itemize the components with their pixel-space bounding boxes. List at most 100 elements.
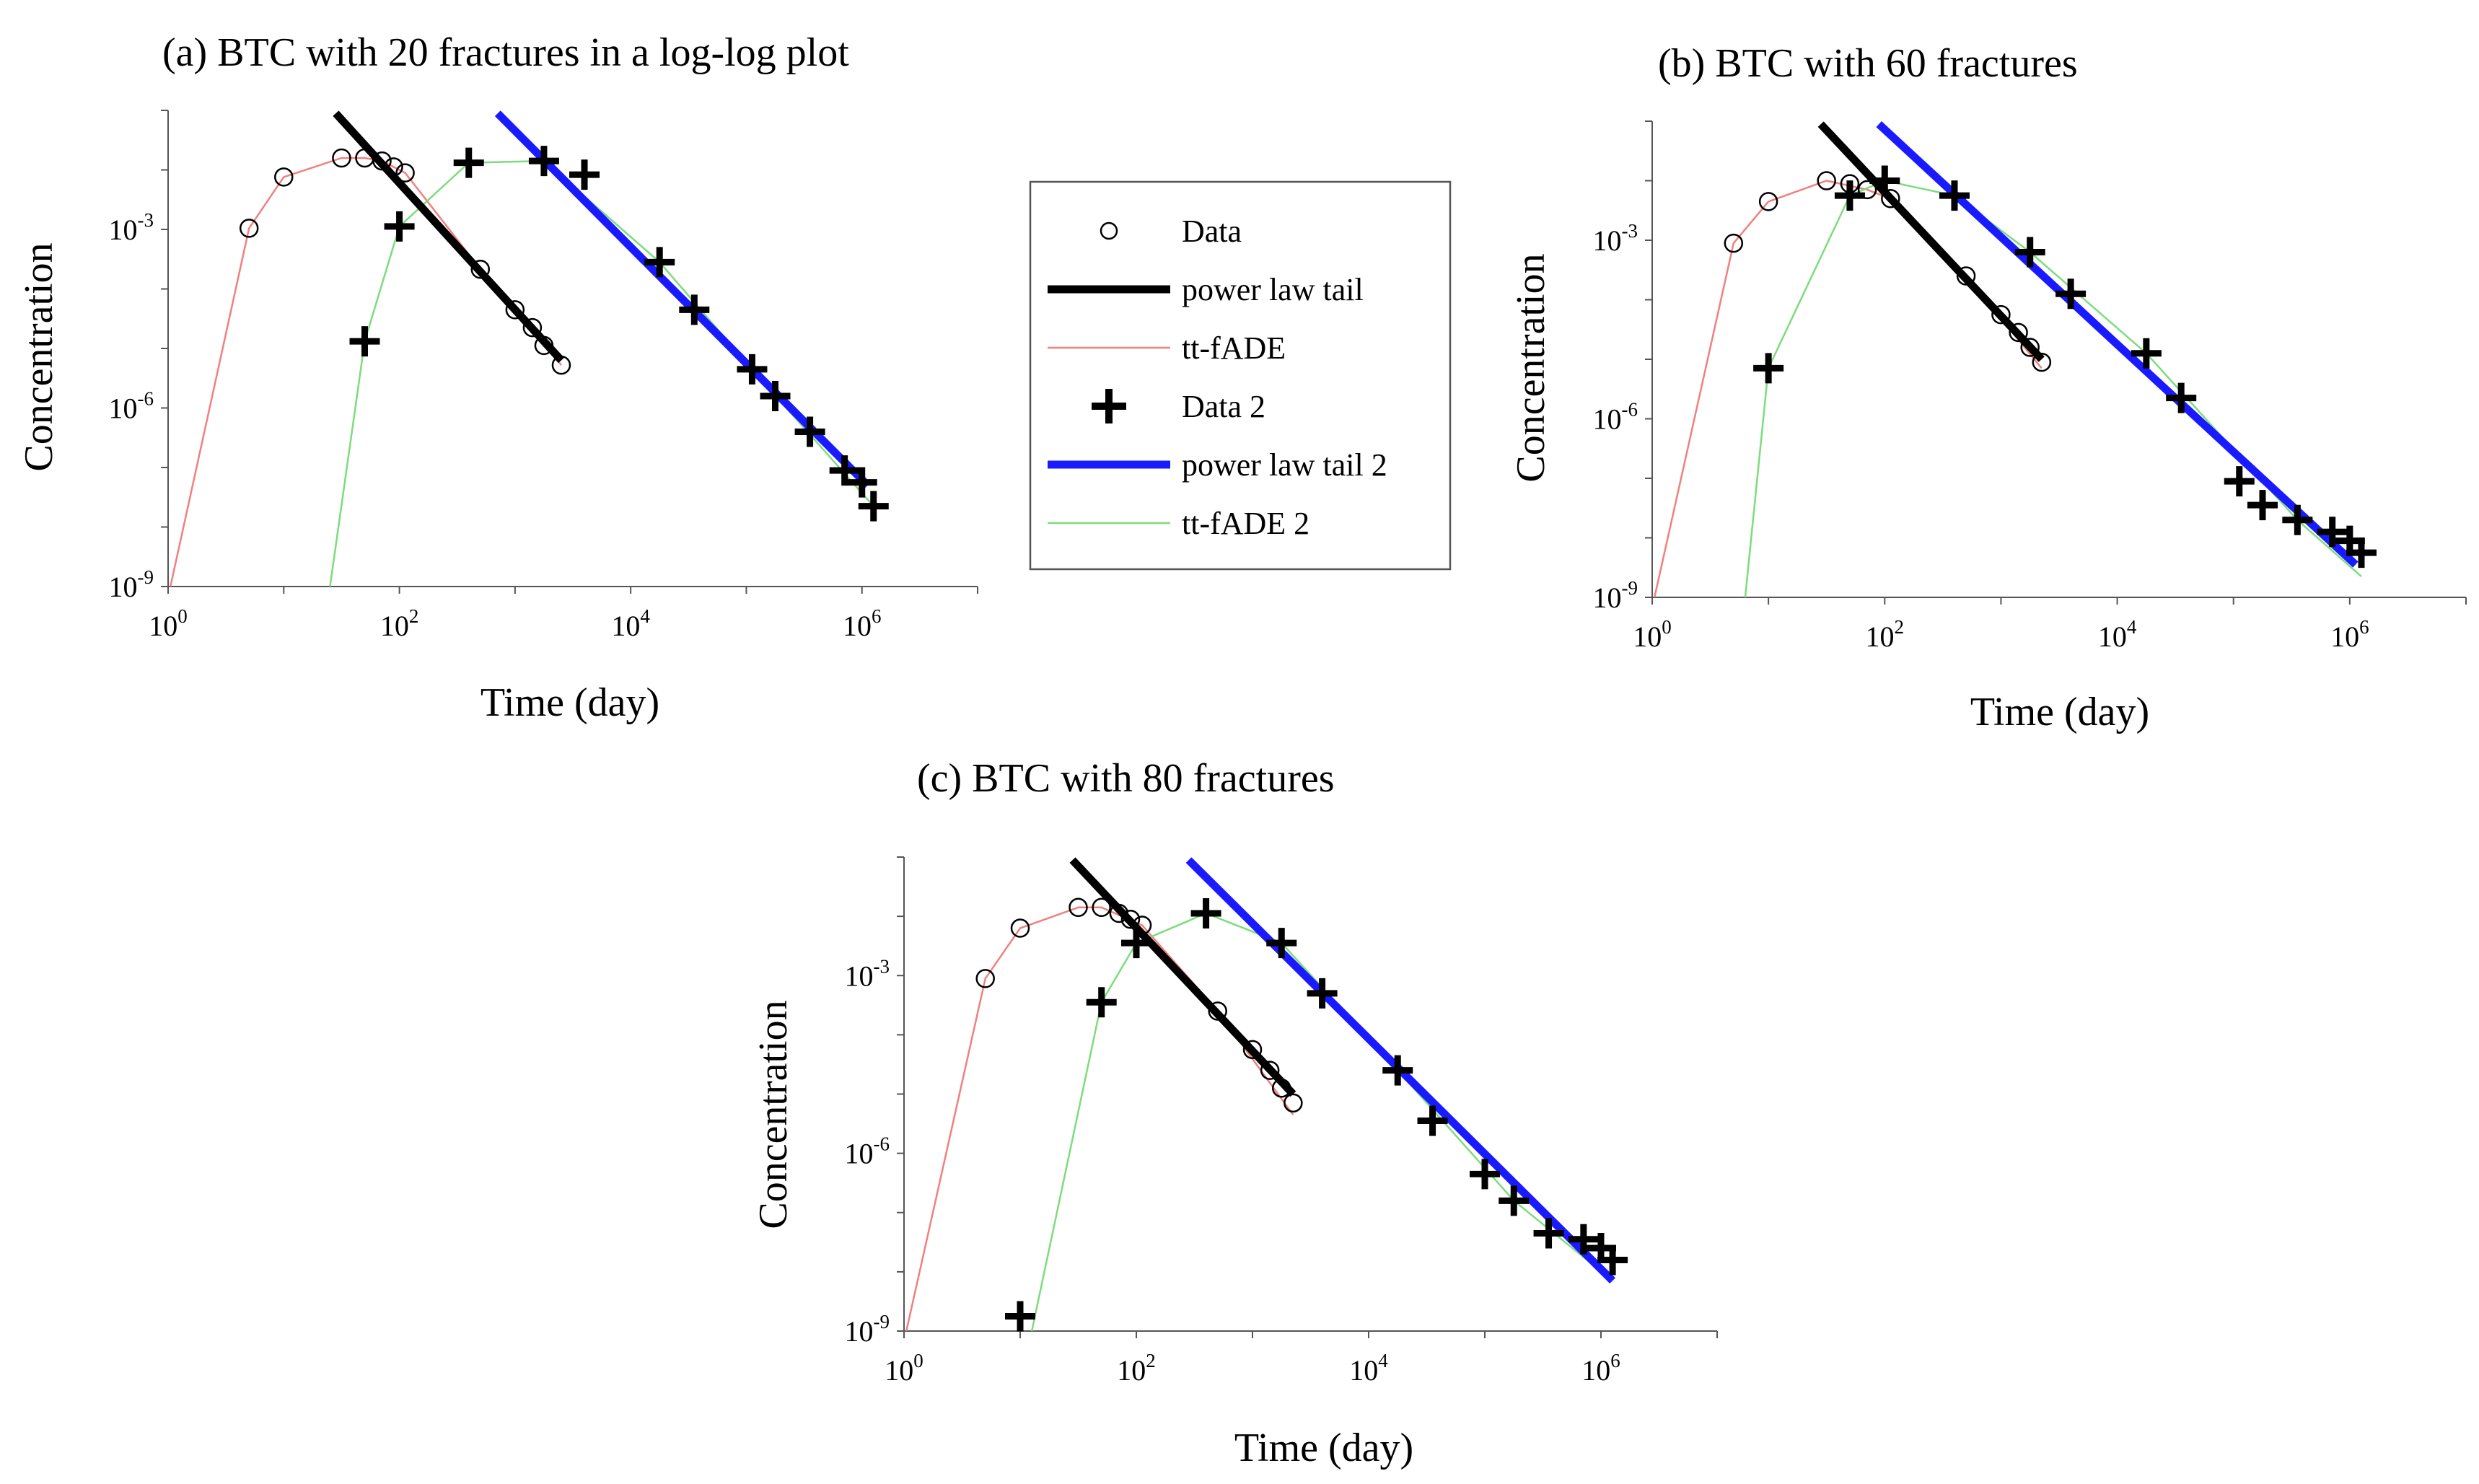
- x-tick-label: 104: [1349, 1350, 1388, 1387]
- data-point-circle: [239, 219, 259, 238]
- data-point-plus: [1869, 165, 1900, 196]
- x-tick-label: 104: [611, 605, 650, 642]
- data-point-plus: [528, 146, 559, 177]
- data-point-plus: [1533, 1218, 1564, 1249]
- data-point-circle: [1758, 192, 1778, 211]
- legend-item-fade2: tt-fADE 2: [1048, 506, 1309, 541]
- data-point-circle: [1881, 189, 1900, 208]
- y-tick-label: 10-3: [845, 955, 890, 992]
- x-tick-label: 106: [1581, 1350, 1620, 1387]
- data-point-circle: [274, 167, 294, 187]
- data-point-plus: [1121, 928, 1151, 959]
- data-point-circle: [1092, 897, 1111, 918]
- data-point-plus: [1382, 1055, 1413, 1086]
- series-tail1-line: [1069, 857, 1296, 1097]
- series-fade1-line: [1653, 180, 2043, 598]
- data-point-circle: [1208, 1001, 1227, 1021]
- data-point-circle: [1991, 304, 2011, 325]
- data-point-circle: [1956, 266, 1976, 286]
- series-fade1-line: [905, 906, 1294, 1332]
- x-tick-label: 102: [1117, 1350, 1156, 1387]
- data-point-plus: [1597, 1244, 1628, 1276]
- data-point-plus: [1753, 353, 1784, 384]
- series-fade1-line: [169, 157, 562, 587]
- legend-item-data2: Data 2: [1092, 389, 1265, 424]
- data-point-plus: [679, 294, 710, 325]
- series-fade2-line: [1030, 912, 1613, 1332]
- data-point-circle: [470, 260, 491, 279]
- data-point-circle: [395, 163, 415, 183]
- x-tick-label: 102: [1866, 616, 1905, 653]
- data-point-plus: [1568, 1224, 1599, 1255]
- y-tick-label: 10-9: [845, 1311, 890, 1348]
- panel-a-xlabel: Time (day): [481, 680, 659, 725]
- legend-item-tail2: power law tail 2: [1048, 447, 1387, 483]
- legend-label: power law tail 2: [1182, 447, 1387, 483]
- data-point-plus: [794, 416, 825, 447]
- data-point-circle: [1132, 916, 1152, 935]
- legend-label: tt-fADE 2: [1182, 506, 1309, 541]
- y-tick-label: 10-6: [109, 388, 154, 425]
- data-point-plus: [1939, 180, 1970, 211]
- data-point-plus: [644, 247, 675, 278]
- y-tick-label: 10-9: [109, 566, 154, 603]
- data-point-circle: [1260, 1061, 1280, 1080]
- panel-c: (c) BTC with 80 fractures 100 102 104 106 10…: [751, 756, 1718, 1470]
- data-point-plus: [2131, 338, 2162, 369]
- data-point-plus: [1190, 898, 1221, 929]
- x-tick-label: 106: [2330, 616, 2369, 653]
- data-point-circle: [1010, 918, 1030, 938]
- data-point-circle: [1120, 909, 1141, 929]
- data-point-circle: [505, 300, 525, 320]
- data-point-plus: [453, 147, 484, 178]
- data-point-circle: [1857, 180, 1877, 200]
- data-point-circle: [551, 355, 571, 375]
- panel-b-ylabel: Concentration: [1509, 253, 1553, 482]
- data-point-plus: [737, 354, 768, 385]
- series-fade2-line: [1744, 180, 2362, 598]
- x-tick-label: 100: [149, 605, 188, 642]
- data-point-plus: [2014, 237, 2045, 268]
- panel-a: (a) BTC with 20 fractures in a log-log p…: [17, 30, 978, 725]
- data-point-plus: [1499, 1185, 1530, 1216]
- data-point-circle: [2032, 352, 2052, 372]
- data-point-plus: [2166, 382, 2197, 413]
- x-tick-label: 100: [1633, 616, 1672, 653]
- x-tick-label: 104: [2098, 616, 2137, 653]
- data-point-plus: [1470, 1159, 1500, 1190]
- data-point-plus: [2224, 466, 2255, 497]
- x-tick-label: 102: [380, 605, 419, 642]
- legend-item-data1: Data: [1100, 214, 1242, 249]
- data-point-circle: [534, 335, 554, 356]
- data-point-plus: [349, 326, 380, 357]
- y-tick-label: 10-6: [845, 1133, 890, 1170]
- data-point-plus: [858, 491, 889, 522]
- data-point-circle: [332, 148, 351, 168]
- data-point-circle: [1724, 233, 1744, 253]
- legend-item-tail1: power law tail: [1048, 272, 1364, 307]
- panel-c-title: (c) BTC with 80 fractures: [917, 756, 1334, 801]
- panel-b-title: (b) BTC with 60 fractures: [1658, 41, 2078, 86]
- legend: Data power law tail tt-fADE Data 2 power law…: [1029, 180, 1452, 571]
- data-point-plus: [384, 211, 415, 242]
- data-point-plus: [2055, 278, 2087, 309]
- data-point-circle: [2009, 322, 2028, 343]
- legend-label: power law tail: [1182, 272, 1364, 307]
- x-tick-label: 100: [885, 1350, 923, 1387]
- panel-a-title: (a) BTC with 20 fractures in a log-log p…: [162, 30, 849, 75]
- y-tick-label: 10-3: [1593, 220, 1638, 257]
- data-point-circle: [2020, 338, 2040, 357]
- y-tick-label: 10-6: [1593, 399, 1638, 436]
- legend-frame: [1029, 180, 1452, 571]
- data-point-plus: [569, 159, 600, 190]
- series-tail1-line: [1817, 121, 2045, 362]
- data-point-plus: [760, 381, 791, 411]
- data-point-plus: [2247, 490, 2278, 521]
- data-point-circle: [1272, 1079, 1291, 1098]
- data-point-circle: [1284, 1093, 1303, 1113]
- y-tick-label: 10-9: [1593, 577, 1638, 614]
- data-point-plus: [1417, 1105, 1448, 1136]
- y-tick-label: 10-3: [109, 209, 154, 246]
- data-point-circle: [1069, 897, 1088, 918]
